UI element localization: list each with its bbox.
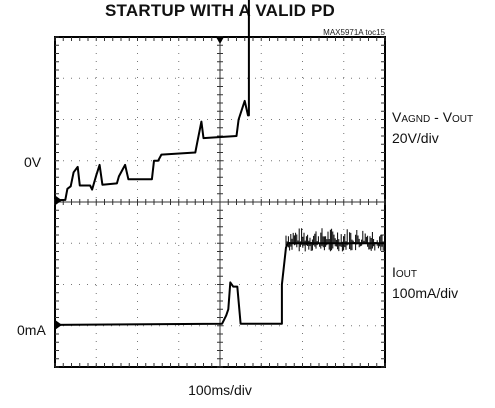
channel-top-scale: 20V/div	[392, 130, 439, 146]
channel-top-ref-label: 0V	[24, 154, 42, 170]
x-axis-scale-label: 100ms/div	[188, 382, 252, 398]
chart-title: STARTUP WITH A VALID PD	[105, 1, 335, 20]
document-id: MAX5971A toc15	[323, 28, 385, 37]
noise-band-lines	[285, 228, 384, 252]
channel-bottom-name: IOUT	[392, 264, 417, 280]
trigger-marker	[216, 37, 224, 44]
channel-top-name: VAGND - VOUT	[392, 109, 474, 125]
trace-vagnd-vout	[54, 0, 250, 202]
channel-bottom-scale: 100mA/div	[392, 285, 459, 301]
current-noise-band	[285, 228, 384, 252]
channel-top-label: VAGND - VOUT 20V/div	[392, 108, 473, 147]
channel-bottom-ref-label: 0mA	[17, 322, 46, 338]
channel-bottom-label: IOUT 100mA/div	[392, 263, 458, 302]
plot-grid	[54, 36, 386, 368]
